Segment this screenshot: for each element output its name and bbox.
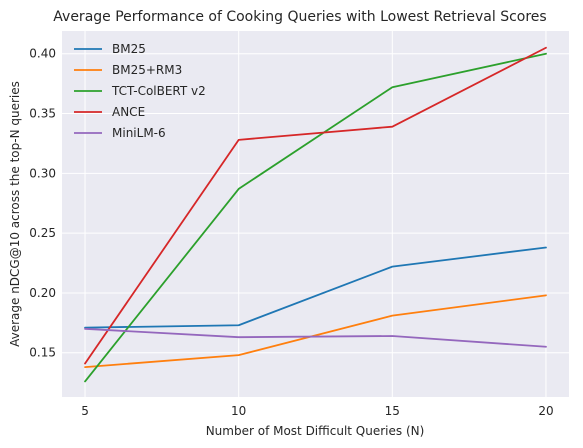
y-tick-labels: 0.15 0.20 0.25 0.30 0.35 0.40 bbox=[29, 47, 56, 360]
series-line bbox=[84, 294, 547, 368]
y-axis-label: Average nDCG@10 across the top-N queries bbox=[8, 81, 22, 347]
x-tick-label: 5 bbox=[81, 404, 89, 418]
series-line bbox=[84, 46, 547, 365]
chart-title: Average Performance of Cooking Queries w… bbox=[53, 9, 546, 25]
gridlines bbox=[62, 31, 569, 397]
y-tick-label: 0.15 bbox=[29, 346, 56, 360]
x-tick-labels: 5 10 15 20 bbox=[81, 404, 553, 418]
legend-label: BM25+RM3 bbox=[112, 63, 182, 77]
legend-label: ANCE bbox=[112, 105, 145, 119]
y-tick-label: 0.35 bbox=[29, 107, 56, 121]
x-axis-label: Number of Most Difficult Queries (N) bbox=[206, 424, 425, 438]
series-line bbox=[84, 246, 547, 329]
x-tick-label: 20 bbox=[538, 404, 553, 418]
legend-label: BM25 bbox=[112, 42, 146, 56]
series-line bbox=[84, 52, 547, 383]
legend-label: TCT-ColBERT v2 bbox=[111, 84, 206, 98]
legend: BM25 BM25+RM3 TCT-ColBERT v2 ANCE MiniLM-6 bbox=[74, 42, 206, 140]
legend-label: MiniLM-6 bbox=[112, 126, 166, 140]
y-tick-label: 0.30 bbox=[29, 166, 56, 180]
x-tick-label: 15 bbox=[385, 404, 400, 418]
x-tick-label: 10 bbox=[231, 404, 246, 418]
y-tick-label: 0.25 bbox=[29, 226, 56, 240]
series-line bbox=[84, 327, 547, 348]
y-tick-label: 0.40 bbox=[29, 47, 56, 61]
y-tick-label: 0.20 bbox=[29, 286, 56, 300]
series-layer bbox=[84, 46, 547, 383]
